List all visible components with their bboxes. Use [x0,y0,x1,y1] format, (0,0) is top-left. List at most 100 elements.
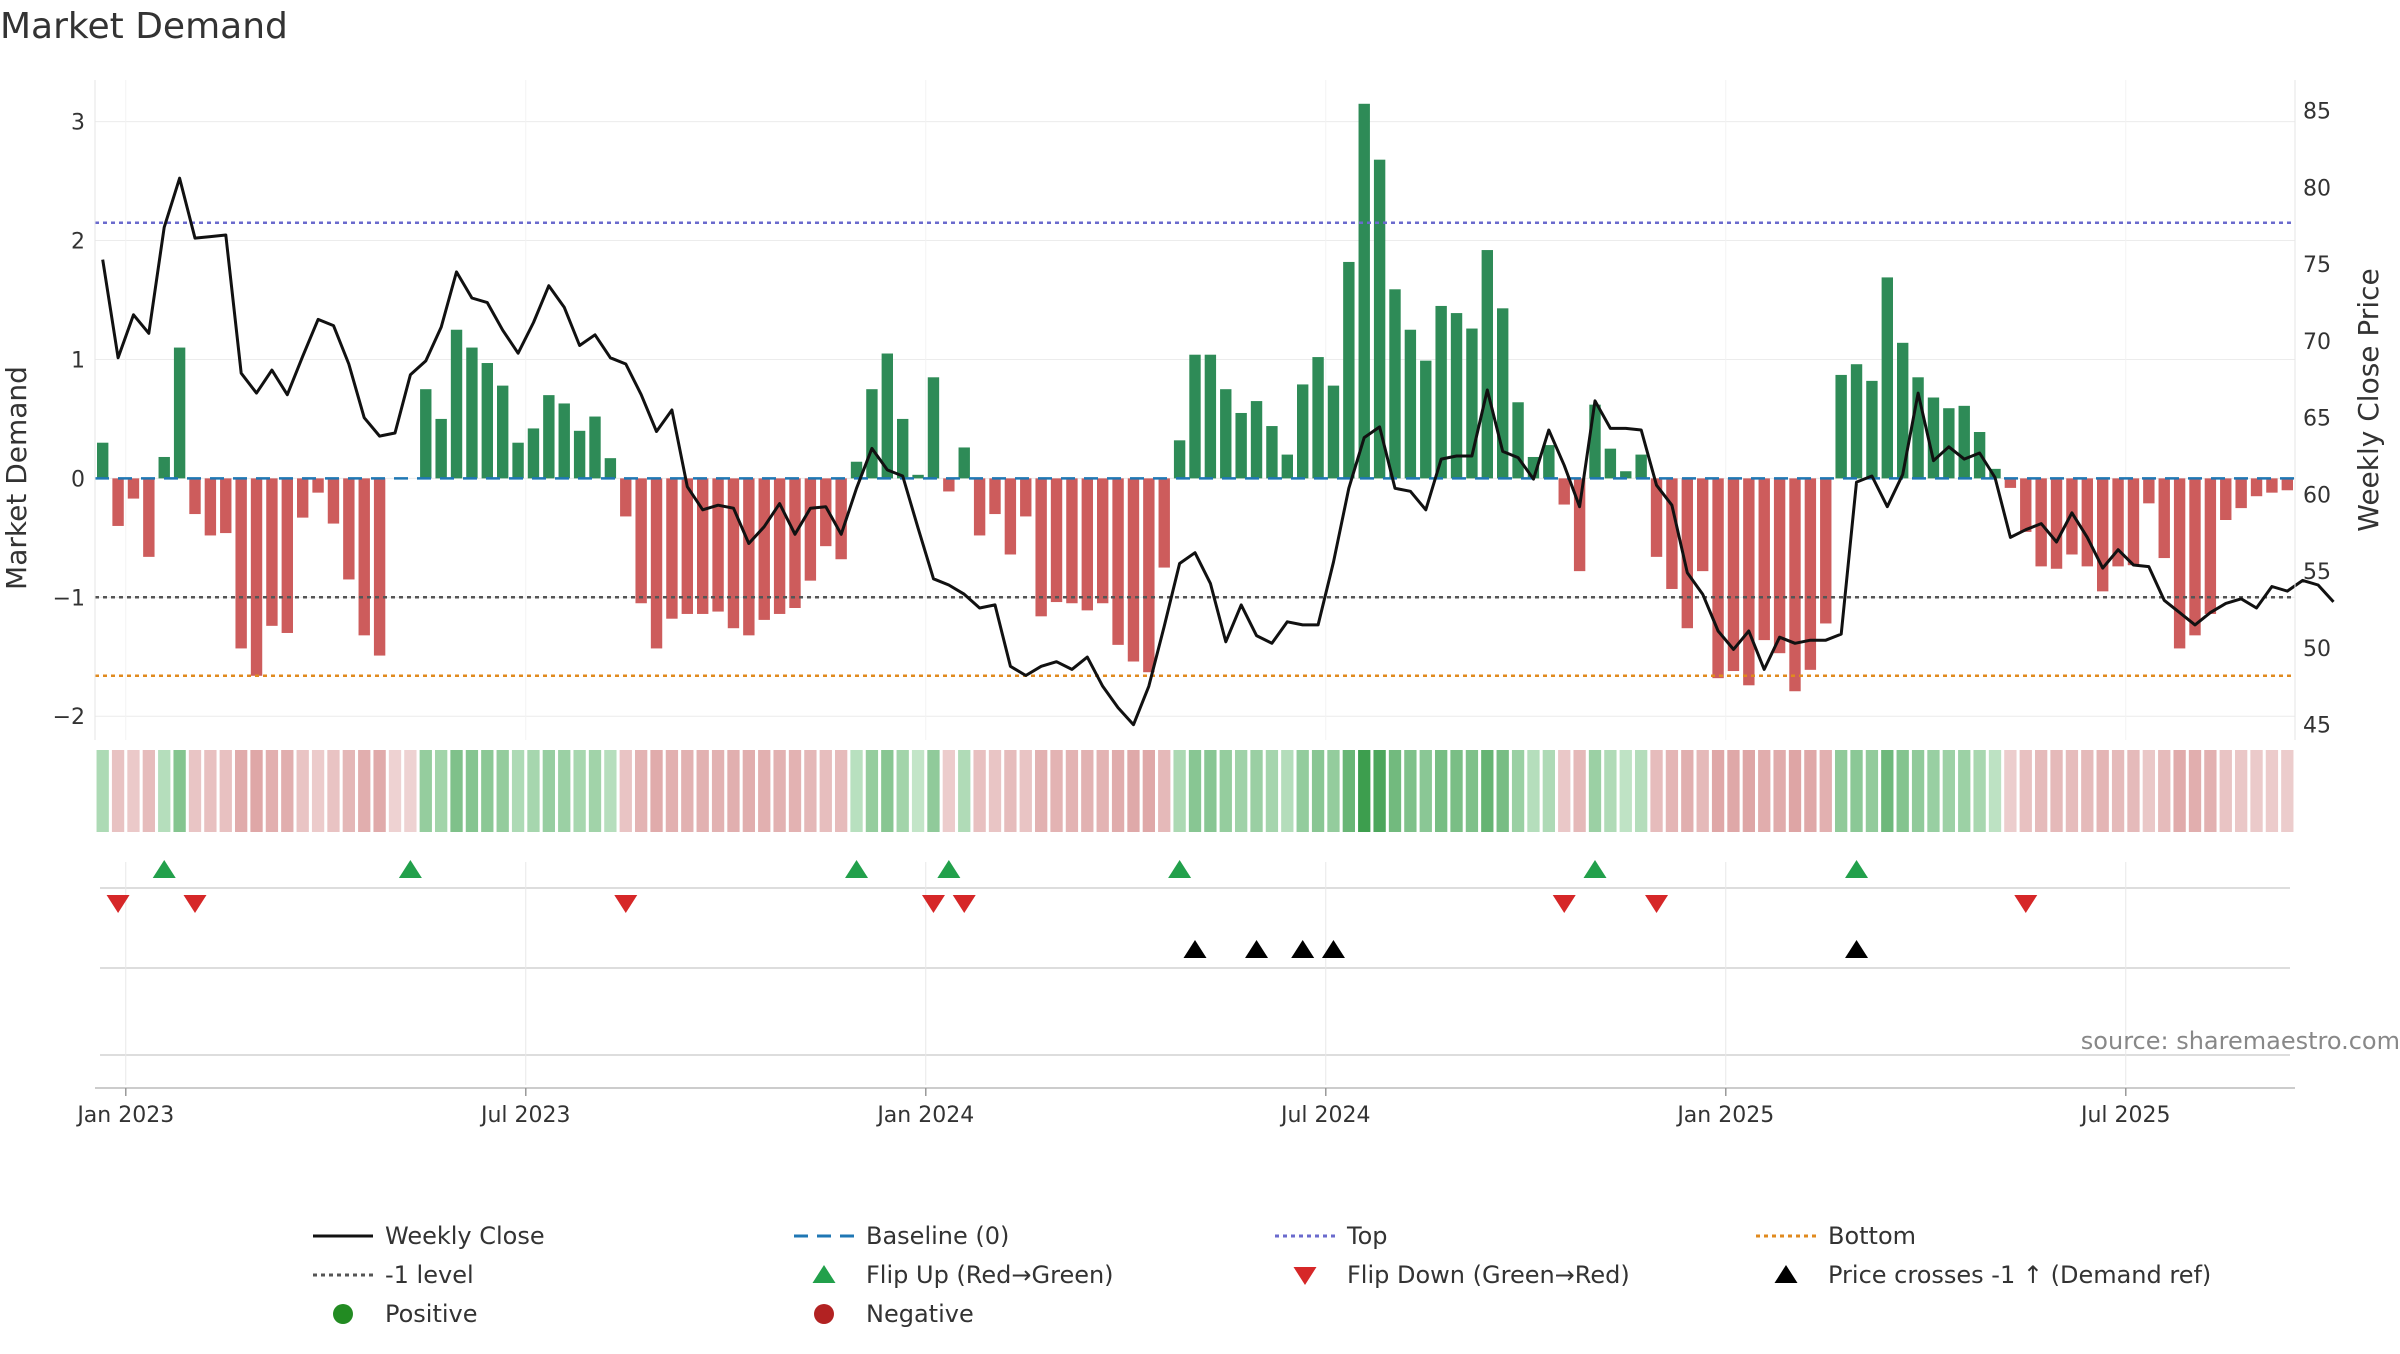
demand-bar [2004,478,2017,488]
demand-bar [727,478,740,629]
legend-label: Flip Down (Green→Red) [1347,1261,1630,1289]
y-tick-label: −2 [53,705,85,730]
demand-bar [1604,448,1617,479]
heat-cell [1865,750,1879,832]
demand-bar [2143,478,2155,504]
y2-tick-label: 45 [2303,714,2331,739]
x-tick-label: Jan 2023 [75,1103,174,1128]
demand-bar [1989,468,2001,479]
demand-bar [850,461,863,479]
demand-bar [958,447,970,479]
heat-cell [281,750,294,832]
demand-bar [266,478,278,626]
demand-bar [1081,478,1093,611]
demand-bar [1050,478,1063,603]
demand-bar [1358,103,1370,479]
demand-bar [497,385,509,479]
heat-cell [450,750,463,832]
legend-swatch [1774,1265,1798,1283]
demand-bar [2189,478,2201,636]
x-tick-label: Jan 2024 [875,1103,974,1128]
flip-up-marker [152,860,176,878]
demand-bar [1727,478,1740,672]
x-tick-label: Jul 2024 [1279,1103,1371,1128]
demand-bar [527,428,540,479]
x-tick-label: Jan 2025 [1675,1103,1774,1128]
heat-cell [1004,750,1017,832]
heat-cell [1142,750,1155,832]
demand-bar [1850,364,1863,479]
demand-bar [1373,159,1386,479]
heat-cell [1511,750,1525,832]
heat-cell [435,750,448,832]
legend-swatch [812,1265,836,1283]
demand-bar [2220,478,2232,520]
demand-bar [635,478,647,604]
heat-cell [1127,750,1140,832]
heat-cell [819,750,832,832]
demand-bar [1943,408,1955,479]
demand-bar [820,478,832,547]
flip-down-marker [952,895,976,913]
heat-cell [1973,750,1986,832]
heat-cell [573,750,586,832]
heat-cell [1681,750,1694,832]
demand-bar [1712,478,1724,679]
x-axis: Jan 2023 Jul 2023 Jan 2024 Jul 2024 Jan 2025… [75,1087,2295,1128]
heat-cell [1388,750,1402,832]
heat-cell [1481,750,1494,832]
demand-bar [897,418,909,479]
demand-bar [1497,308,1509,479]
demand-bar [1681,478,1693,629]
heat-cell [788,750,802,832]
demand-bar [1527,456,1540,479]
demand-bar [1927,397,1940,479]
demand-bar [250,478,263,676]
heat-cell [1311,750,1325,832]
demand-bar [973,478,986,536]
heat-cell [1496,750,1509,832]
demand-bar [1066,478,1078,604]
demand-bar [835,478,847,560]
heat-cell [865,750,879,832]
heat-cell [1927,750,1940,832]
heat-cell [2050,750,2063,832]
heat-cell [1881,750,1894,832]
heat-cell [327,750,340,832]
demand-bar [1866,380,1878,479]
demand-bar [589,416,601,479]
heat-cell [696,750,709,832]
legend-swatch [1293,1267,1317,1285]
heat-cell [1911,750,1925,832]
demand-bar [343,478,355,580]
heat-cell [2281,750,2294,832]
demand-bar [1020,478,1032,517]
demand-bar [1035,478,1047,617]
demand-bar [1789,478,1801,692]
heat-cell [1219,750,1232,832]
y-tick-label: 0 [71,467,85,492]
flip-down-marker [1552,895,1576,913]
heat-cell [1542,750,1555,832]
demand-bar [866,389,878,479]
heat-cell [1188,750,1202,832]
demand-bar [1512,402,1524,479]
heat-cell [527,750,540,832]
demand-bar [1189,354,1201,479]
heat-cell [2173,750,2186,832]
demand-bar [1697,478,1709,572]
heat-cell [419,750,432,832]
heat-cell [804,750,817,832]
flip-down-marker [921,895,945,913]
heat-cell [173,750,186,832]
demand-bar [573,430,586,479]
demand-bar [712,478,724,612]
heat-cell [1373,750,1386,832]
heat-cell [1527,750,1540,832]
demand-bar [466,347,478,479]
demand-bar [1404,329,1417,479]
demand-bar [420,389,432,479]
heat-cell [958,750,971,832]
demand-bar [235,478,247,649]
